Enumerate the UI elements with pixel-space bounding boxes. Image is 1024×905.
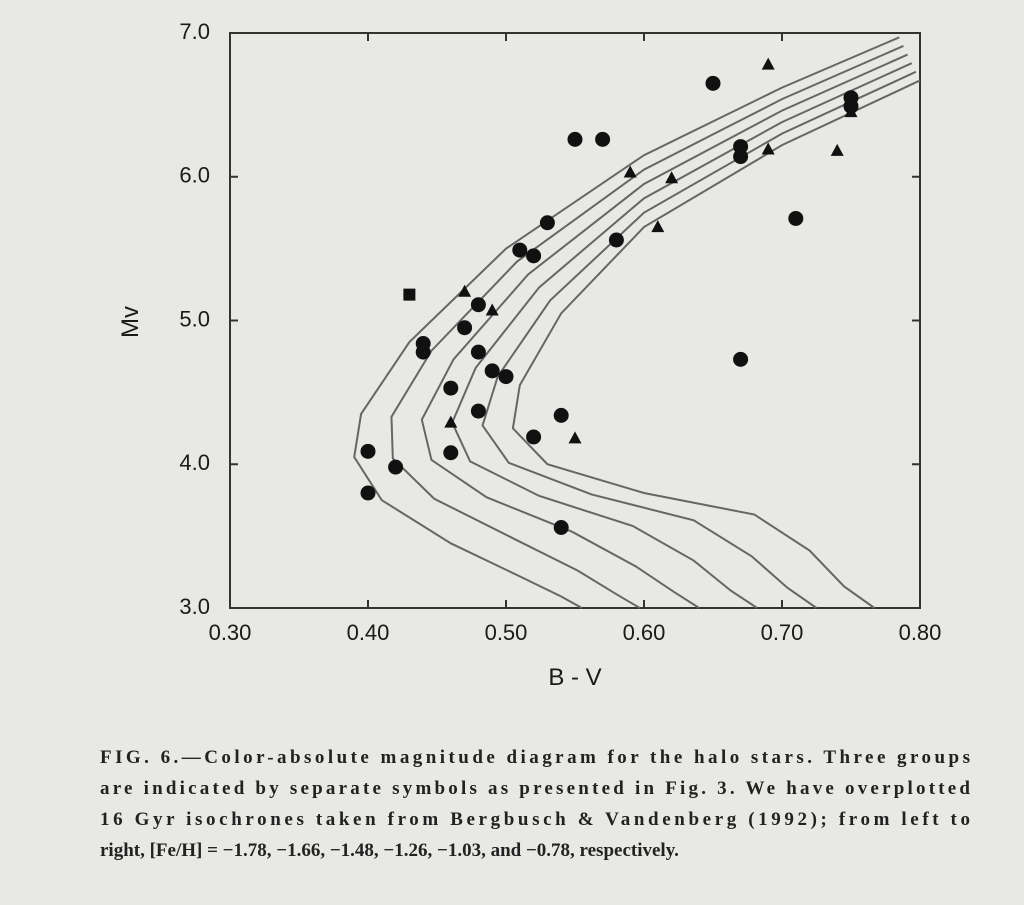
isochrone <box>390 45 904 609</box>
x-tick-label: 0.60 <box>623 620 666 645</box>
y-tick-label: 5.0 <box>179 306 210 331</box>
caption-line: FIG. 6.—Color-absolute magnitude diagram… <box>100 747 970 768</box>
star-triangle <box>458 284 472 297</box>
star-circle <box>360 485 376 501</box>
isochrone <box>481 70 917 609</box>
star-circle <box>733 351 749 367</box>
star-triangle <box>485 303 499 316</box>
x-tick-label: 0.40 <box>347 620 390 645</box>
star-circle <box>498 369 514 385</box>
star-triangle <box>761 57 775 70</box>
star-triangle <box>761 142 775 155</box>
star-circle <box>553 407 569 423</box>
x-tick-label: 0.50 <box>485 620 528 645</box>
caption-line: right, [Fe/H] = −1.78, −1.66, −1.48, −1.… <box>100 840 679 861</box>
caption-line: are indicated by separate symbols as pre… <box>100 778 970 799</box>
star-circle <box>388 459 404 475</box>
star-triangle <box>651 220 665 233</box>
star-circle <box>526 429 542 445</box>
star-triangle <box>844 105 858 118</box>
star-circle <box>360 443 376 459</box>
y-tick-label: 6.0 <box>179 163 210 188</box>
star-circle <box>539 215 555 231</box>
star-circle <box>457 320 473 336</box>
y-tick-label: 7.0 <box>179 19 210 44</box>
x-tick-label: 0.70 <box>761 620 804 645</box>
star-circle <box>443 445 459 461</box>
x-tick-label: 0.30 <box>209 620 252 645</box>
star-triangle <box>568 431 582 444</box>
isochrone <box>511 79 921 609</box>
plot-frame <box>229 32 921 609</box>
y-tick-label: 4.0 <box>179 450 210 475</box>
star-circle <box>608 232 624 248</box>
star-circle <box>788 210 804 226</box>
star-triangle <box>830 143 844 156</box>
star-square <box>403 288 416 301</box>
star-circle <box>470 403 486 419</box>
star-circle <box>595 131 611 147</box>
star-circle <box>470 344 486 360</box>
star-circle <box>567 131 583 147</box>
y-tick-label: 3.0 <box>179 594 210 619</box>
star-circle <box>733 149 749 165</box>
star-circle <box>526 248 542 264</box>
star-circle <box>470 297 486 313</box>
x-axis-label: B - V <box>548 664 601 691</box>
star-triangle <box>444 415 458 428</box>
x-tick-label: 0.80 <box>899 620 942 645</box>
star-triangle <box>623 165 637 178</box>
caption-line: 16 Gyr isochrones taken from Bergbusch &… <box>100 809 970 830</box>
star-circle <box>705 75 721 91</box>
isochrone <box>353 36 900 609</box>
star-circle <box>484 363 500 379</box>
star-circle <box>553 520 569 535</box>
star-circle <box>443 380 459 396</box>
star-circle <box>415 344 431 360</box>
y-axis-label: Mv <box>117 306 144 338</box>
star-triangle <box>665 171 679 184</box>
isochrone <box>451 62 913 609</box>
star-circle <box>512 242 528 258</box>
isochrone <box>420 53 908 609</box>
